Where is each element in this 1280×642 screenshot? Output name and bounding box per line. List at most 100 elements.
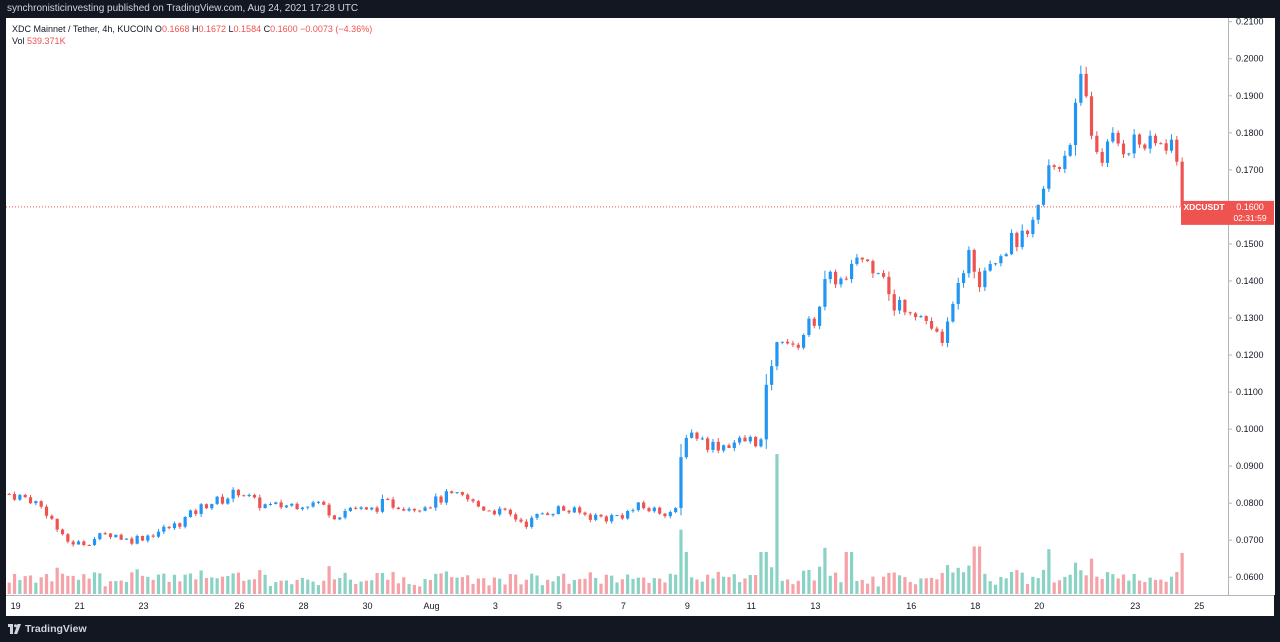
candle-body [71, 541, 75, 545]
volume-bar [1105, 572, 1110, 594]
volume-bar [370, 580, 374, 594]
volume-bar [151, 579, 155, 594]
candle-body [999, 256, 1003, 264]
price-axis[interactable] [1228, 18, 1275, 595]
candle-body [1153, 135, 1158, 144]
close-label: C [263, 24, 271, 34]
volume-bar [1004, 578, 1008, 594]
volume-bar [311, 581, 315, 594]
volume-bar [556, 576, 560, 594]
volume-bar [849, 552, 854, 594]
volume-bar [226, 575, 230, 594]
time-axis[interactable] [6, 595, 1274, 617]
candle-body [754, 436, 758, 447]
candle-body [279, 502, 283, 508]
candle-body [993, 263, 998, 265]
candle-body [615, 515, 619, 517]
candle-body [332, 515, 337, 520]
volume-bar [1175, 571, 1179, 594]
candle-body [839, 278, 843, 285]
volume-bar [972, 546, 976, 594]
volume-bar [460, 577, 464, 594]
candle-body [796, 344, 800, 348]
time-tick-label: 18 [970, 601, 980, 611]
candle-body [300, 507, 305, 510]
candle-body [12, 493, 17, 500]
price-tick-label: 0.1800 [1236, 128, 1264, 138]
candle-body [370, 507, 374, 510]
candle-body [530, 517, 534, 527]
price-tick-label: 0.0600 [1236, 572, 1264, 582]
volume-bar [818, 566, 822, 594]
candle-body [263, 504, 267, 509]
candle-body [92, 539, 97, 546]
time-tick-label: 7 [621, 601, 626, 611]
price-tick-label: 0.1400 [1236, 276, 1264, 286]
candle-body [103, 533, 107, 535]
candle-body [1116, 132, 1120, 144]
volume-bar [791, 584, 795, 594]
volume-bar [1079, 570, 1083, 594]
volume-bar [615, 582, 619, 594]
volume-bar [770, 567, 774, 594]
volume-bar [258, 570, 262, 594]
candle-body [871, 261, 875, 274]
candle-body [908, 312, 912, 314]
time-tick-label: 23 [139, 601, 149, 611]
symbol-title: XDC Mainnet / Tether, 4h, KUCOIN [12, 24, 153, 34]
tradingview-logo-icon [8, 624, 21, 634]
candle-body [780, 341, 784, 343]
volume-bar [199, 570, 203, 594]
volume-bar [578, 579, 582, 594]
candle-body [364, 507, 369, 510]
price-pane[interactable] [6, 18, 1228, 595]
volume-bar [242, 580, 246, 594]
candle-body [1137, 134, 1142, 145]
candle-body [428, 507, 432, 509]
candle-body [156, 531, 161, 537]
price-tick-label: 0.2100 [1236, 17, 1264, 27]
volume-bar [183, 574, 187, 594]
candle-body [215, 496, 219, 504]
volume-bar [540, 585, 544, 594]
volume-bar [487, 585, 491, 594]
candle-body [162, 526, 166, 532]
candle-body [1132, 134, 1136, 154]
candle-body [82, 541, 86, 545]
volume-bar [519, 584, 523, 594]
low-value: 0.1584 [233, 24, 262, 34]
volume-bar [977, 546, 982, 594]
candle-body [1015, 232, 1019, 248]
candle-body [977, 271, 982, 288]
volume-bar [716, 571, 720, 594]
candle-body [1084, 73, 1088, 97]
volume-bar [668, 573, 672, 594]
volume-bar [194, 579, 198, 594]
volume-bar [1025, 583, 1030, 594]
time-tick-label: 3 [493, 601, 498, 611]
volume-bar [881, 576, 886, 594]
candle-body [151, 535, 155, 537]
candle-layer [7, 65, 1184, 547]
candle-body [786, 341, 790, 344]
volume-bar [434, 573, 438, 594]
candle-body [450, 491, 454, 494]
candle-body [284, 505, 289, 508]
price-tick-label: 0.1300 [1236, 313, 1264, 323]
volume-bar [743, 578, 747, 594]
candle-body [524, 521, 528, 527]
volume-bar [636, 577, 640, 594]
price-tag-symbol: XDCUSDT [1183, 202, 1225, 212]
volume-bar [354, 584, 358, 594]
volume-bar [620, 579, 624, 594]
candle-body [828, 271, 832, 280]
tradingview-brand[interactable]: TradingView [8, 622, 87, 636]
candle-body [690, 432, 694, 438]
candle-body [295, 503, 299, 510]
candle-body [897, 299, 902, 311]
candle-body [823, 279, 827, 307]
candle-body [881, 273, 886, 277]
volume-bar [594, 577, 598, 594]
candle-body [732, 442, 736, 449]
